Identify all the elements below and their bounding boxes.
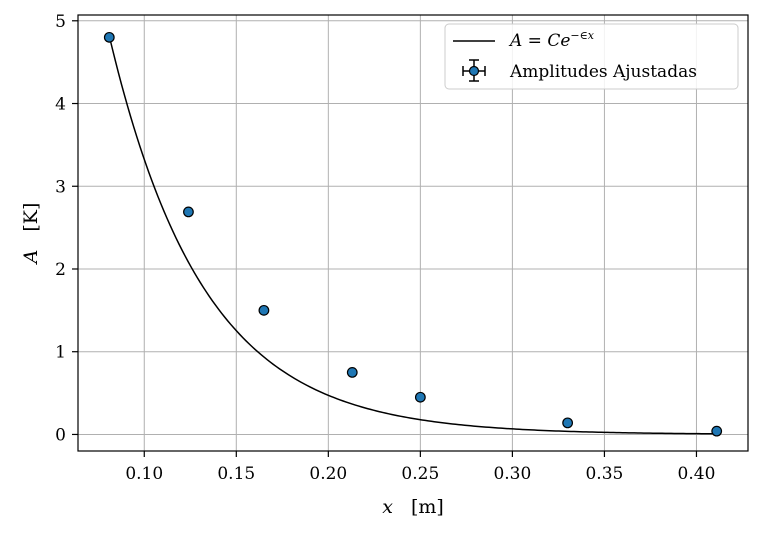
fit-curve-line xyxy=(108,35,717,435)
y-axis-label: A [K] xyxy=(20,203,42,266)
x-tick-label: 0.30 xyxy=(493,464,531,484)
plot-frame xyxy=(77,14,749,452)
x-tick-label: 0.15 xyxy=(217,464,255,484)
y-tick-label: 2 xyxy=(55,260,66,280)
legend-points-label: Amplitudes Ajustadas xyxy=(509,62,697,82)
legend-errorbar-marker-swatch xyxy=(462,59,486,82)
data-point xyxy=(562,417,574,429)
x-tick-label: 0.35 xyxy=(585,464,623,484)
x-tick-label: 0.20 xyxy=(309,464,347,484)
y-tick-label: 4 xyxy=(55,95,66,115)
legend: A = Ce−∈x Amplitudes Ajustadas xyxy=(444,23,739,90)
legend-box xyxy=(444,23,739,90)
data-points-layer xyxy=(103,31,723,437)
x-tick-label: 0.40 xyxy=(678,464,716,484)
data-point xyxy=(183,206,194,218)
y-axis-label-unit: [K] xyxy=(20,203,42,232)
x-axis-label-var: x xyxy=(382,496,393,518)
y-axis-label-var: A xyxy=(20,250,42,266)
y-tick-label: 3 xyxy=(55,177,66,197)
data-point xyxy=(103,31,115,43)
fit-curve-layer xyxy=(108,35,717,435)
y-axis-ticks: 0 1 2 3 4 5 xyxy=(55,12,78,445)
y-tick-label: 1 xyxy=(55,343,66,363)
x-axis-label-unit: [m] xyxy=(411,496,444,518)
y-tick-label: 5 xyxy=(55,12,66,32)
x-tick-label: 0.25 xyxy=(401,464,439,484)
x-axis-label: x [m] xyxy=(382,496,444,518)
grid xyxy=(78,15,748,451)
data-point xyxy=(414,391,426,403)
x-tick-label: 0.10 xyxy=(125,464,163,484)
y-tick-label: 0 xyxy=(55,425,66,445)
data-point xyxy=(258,304,270,316)
x-axis-ticks: 0.10 0.15 0.20 0.25 0.30 0.35 0.40 xyxy=(125,451,715,484)
data-point xyxy=(346,367,358,378)
data-point xyxy=(711,425,723,437)
